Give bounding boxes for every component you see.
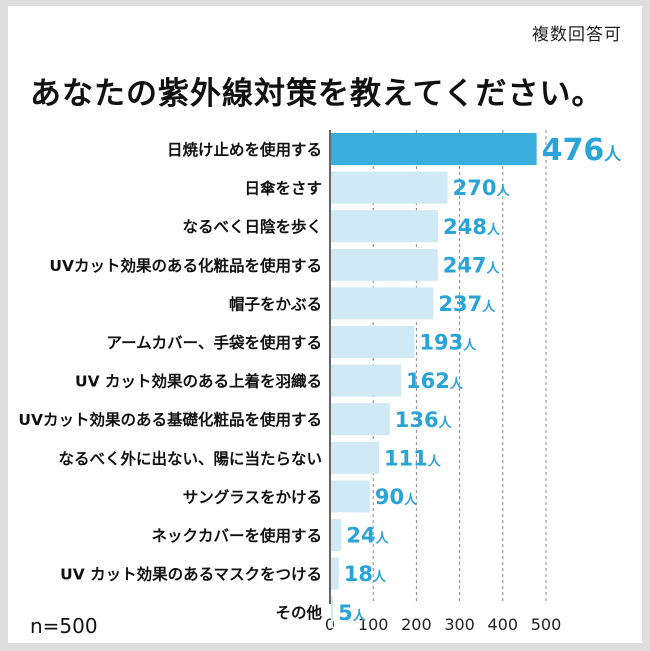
category-label: ネックカバーを使用する: [151, 526, 322, 545]
bar: [331, 364, 401, 397]
data-label: 270人: [453, 176, 511, 200]
category-label: UV カット効果のある上着を羽織る: [75, 372, 322, 391]
category-label: 帽子をかぶる: [229, 294, 322, 313]
x-tick-label: 100: [358, 615, 389, 634]
category-label: 日焼け止めを使用する: [167, 140, 322, 159]
x-tick-label: 200: [401, 615, 432, 634]
data-label: 162人: [406, 369, 464, 393]
chart-title: あなたの紫外線対策を教えてください。: [30, 76, 604, 112]
category-label: なるべく日陰を歩く: [182, 217, 322, 236]
data-label: 248人: [443, 215, 501, 239]
x-tick-label: 0: [325, 615, 335, 634]
bar: [331, 210, 439, 243]
category-label: その他: [275, 603, 322, 622]
category-label: サングラスをかける: [183, 487, 322, 506]
multiple-answers-note: 複数回答可: [532, 25, 622, 45]
bar: [331, 248, 438, 281]
data-label: 90人: [375, 485, 418, 509]
bar: [331, 519, 342, 551]
data-label: 24人: [346, 524, 389, 548]
sample-size: n=500: [30, 614, 98, 638]
bar: [331, 326, 415, 358]
category-label: なるべく外に出ない、陽に当たらない: [58, 449, 322, 468]
bar: [331, 480, 370, 513]
bar: [331, 133, 537, 165]
data-label: 111人: [384, 446, 442, 470]
data-label: 476人: [542, 133, 623, 168]
data-label: 237人: [438, 292, 496, 316]
data-label: 136人: [395, 408, 453, 432]
category-label: UVカット効果のある基礎化粧品を使用する: [18, 410, 322, 429]
data-label: 18人: [344, 562, 387, 586]
bar: [331, 441, 379, 474]
x-tick-label: 300: [444, 615, 475, 634]
x-tick-label: 500: [531, 615, 562, 634]
bar: [331, 171, 448, 204]
bar: [331, 403, 390, 436]
category-label: 日傘をさす: [244, 179, 322, 198]
data-label: 193人: [419, 331, 477, 355]
x-tick-label: 400: [488, 615, 519, 634]
category-label: UVカット効果のある化粧品を使用する: [49, 256, 322, 275]
bar: [331, 287, 434, 320]
category-label: アームカバー、手袋を使用する: [107, 333, 322, 352]
data-label: 247人: [443, 253, 501, 277]
bar: [331, 557, 339, 590]
category-label: UV カット効果のあるマスクをつける: [60, 565, 322, 584]
bar: [331, 596, 334, 629]
data-label: 5人: [338, 601, 367, 625]
